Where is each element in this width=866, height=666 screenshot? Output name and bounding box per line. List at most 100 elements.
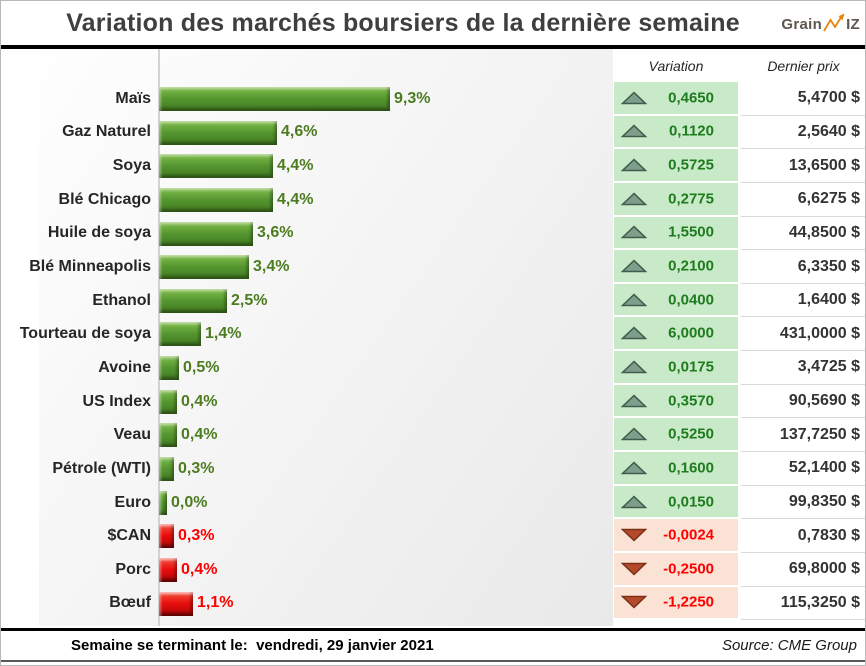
price-value: 13,6500 $ [788, 156, 860, 174]
variation-cell: 0,4650 [614, 82, 738, 116]
variation-cell: 6,0000 [614, 317, 738, 352]
down-triangle-icon [621, 528, 647, 542]
bar-value-label: 0,3% [178, 459, 215, 477]
value-bar [159, 490, 167, 515]
price-cell: 52,1400 $ [741, 452, 865, 486]
down-triangle-icon [621, 596, 647, 609]
variation-value: -0,0024 [663, 526, 714, 544]
variation-cell: 0,5250 [614, 418, 738, 453]
down-triangle-icon [621, 562, 647, 576]
table-row: $CAN 0,3% -0,0024 0,7830 $ [1, 519, 865, 553]
up-triangle-icon [621, 326, 647, 340]
bar-value-label: 0,4% [181, 560, 218, 578]
category-label: Porc [115, 560, 151, 578]
variation-value: 0,0175 [668, 358, 714, 376]
category-label: US Index [82, 392, 151, 410]
price-value: 99,8350 $ [788, 493, 860, 510]
variation-value: 0,2100 [668, 257, 714, 275]
up-triangle-icon [621, 158, 647, 172]
up-triangle-icon [621, 461, 647, 475]
table-row: Blé Minneapolis 3,4% 0,2100 6,3350 $ [1, 250, 865, 284]
category-label: Blé Chicago [58, 190, 151, 208]
price-cell: 90,5690 $ [741, 384, 865, 419]
variation-cell: 0,0400 [614, 283, 738, 318]
bar-value-label: 4,4% [277, 157, 314, 175]
price-cell: 69,8000 $ [741, 552, 865, 587]
value-bar [159, 524, 174, 549]
value-bar [159, 423, 177, 448]
price-cell: 5,4700 $ [741, 82, 865, 116]
variation-column-header: Variation [648, 58, 704, 74]
variation-value: 0,1600 [668, 459, 714, 477]
table-row: Bœuf 1,1% -1,2250 115,3250 $ [1, 586, 865, 621]
price-value: 1,6400 $ [797, 291, 860, 309]
price-value: 431,0000 $ [779, 324, 860, 342]
price-value: 137,7250 $ [779, 425, 860, 443]
title-band: Variation des marchés boursiers de la de… [1, 1, 865, 49]
variation-value: 0,5250 [668, 425, 714, 443]
category-label: Avoine [98, 358, 151, 376]
table-row: Porc 0,4% -0,2500 69,8000 $ [1, 552, 865, 587]
bar-value-label: 9,3% [394, 89, 431, 107]
up-triangle-icon [621, 225, 647, 239]
category-label: Pétrole (WTI) [52, 459, 151, 477]
page-title: Variation des marchés boursiers de la de… [66, 9, 740, 37]
price-value: 44,8500 $ [788, 223, 860, 241]
value-bar [159, 356, 179, 381]
variation-value: 0,1120 [668, 122, 714, 140]
up-triangle-icon [621, 91, 647, 105]
price-value: 3,4725 $ [797, 358, 860, 376]
value-bar [159, 389, 177, 414]
price-cell: 44,8500 $ [741, 216, 865, 251]
variation-cell: 0,2775 [614, 182, 738, 217]
up-triangle-icon [621, 259, 647, 273]
price-value: 6,6275 $ [797, 190, 860, 208]
variation-cell: 1,5500 [614, 216, 738, 251]
price-cell: 1,6400 $ [741, 283, 865, 318]
up-triangle-icon [621, 124, 647, 138]
zigzag-arrow-icon [823, 13, 845, 32]
table-row: Avoine 0,5% 0,0175 3,4725 $ [1, 351, 865, 385]
variation-value: 1,5500 [668, 223, 714, 241]
price-cell: 137,7250 $ [741, 418, 865, 453]
table-row: Huile de soya 3,6% 1,5500 44,8500 $ [1, 216, 865, 251]
variation-cell: 0,0150 [614, 485, 738, 520]
value-bar [159, 457, 174, 482]
up-triangle-icon [621, 360, 647, 374]
price-cell: 6,6275 $ [741, 182, 865, 217]
category-label: Maïs [115, 89, 151, 107]
variation-cell: -0,0024 [614, 519, 738, 553]
category-label: Bœuf [109, 594, 151, 612]
price-cell: 6,3350 $ [741, 250, 865, 284]
value-bar [159, 322, 201, 347]
variation-value: 0,0400 [668, 291, 714, 309]
logo-text-grain: Grain [781, 16, 823, 33]
variation-cell: -1,2250 [614, 586, 738, 621]
variation-cell: 0,1120 [614, 115, 738, 150]
price-value: 115,3250 $ [780, 593, 860, 611]
variation-cell: 0,3570 [614, 384, 738, 419]
footer: Semaine se terminant le: vendredi, 29 ja… [1, 628, 865, 662]
price-cell: 115,3250 $ [741, 586, 865, 621]
category-label: $CAN [107, 527, 151, 545]
price-cell: 13,6500 $ [741, 149, 865, 183]
value-bar [159, 87, 390, 111]
table-row: Maïs 9,3% 0,4650 5,4700 $ [1, 82, 865, 116]
category-label: Gaz Naturel [62, 123, 151, 141]
value-bar [159, 557, 177, 582]
variation-cell: 0,2100 [614, 250, 738, 284]
table-row: Euro 0,0% 0,0150 99,8350 $ [1, 485, 865, 520]
bar-value-label: 0,4% [181, 392, 218, 410]
table-row: Pétrole (WTI) 0,3% 0,1600 52,1400 $ [1, 452, 865, 486]
bar-value-label: 0,4% [181, 426, 218, 444]
bar-value-label: 0,3% [178, 527, 215, 545]
bar-value-label: 4,6% [281, 123, 318, 141]
price-value: 2,5640 $ [797, 122, 860, 140]
table-row: Gaz Naturel 4,6% 0,1120 2,5640 $ [1, 115, 865, 150]
price-column-header: Dernier prix [767, 58, 840, 74]
variation-value: 0,4650 [668, 89, 714, 107]
table-row: US Index 0,4% 0,3570 90,5690 $ [1, 384, 865, 419]
variation-value: 6,0000 [668, 324, 714, 342]
chart-rows: Maïs 9,3% 0,4650 5,4700 $ Gaz Naturel 4,6% 0,1… [1, 82, 865, 621]
